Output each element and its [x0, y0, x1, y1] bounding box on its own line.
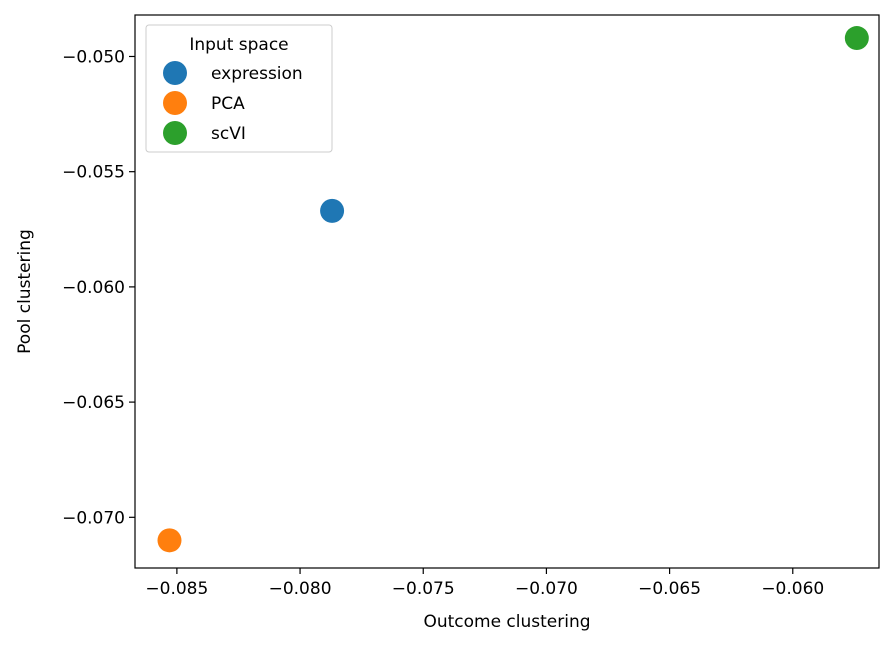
x-tick-label: −0.060: [761, 579, 824, 599]
legend-label-scvi: scVI: [211, 124, 246, 144]
x-axis-ticks: −0.085 −0.080 −0.075 −0.070 −0.065 −0.060: [145, 568, 824, 599]
legend-marker-expression: [163, 61, 187, 85]
x-tick-label: −0.075: [392, 579, 455, 599]
y-axis-label: Pool clustering: [15, 229, 35, 354]
legend-label-pca: PCA: [211, 94, 245, 114]
legend: Input space expression PCA scVI: [145, 24, 333, 153]
x-tick-label: −0.080: [269, 579, 332, 599]
data-points: [157, 26, 869, 553]
y-tick-label: −0.070: [62, 508, 125, 528]
x-tick-label: −0.070: [515, 579, 578, 599]
plot-frame: [134, 14, 880, 569]
legend-frame: [145, 24, 333, 153]
legend-marker-pca: [163, 91, 187, 115]
y-tick-label: −0.060: [62, 278, 125, 298]
y-tick-label: −0.055: [62, 163, 125, 183]
x-axis-label: Outcome clustering: [423, 612, 590, 632]
legend-marker-scvi: [163, 121, 187, 145]
point-expression: [320, 198, 345, 223]
x-tick-label: −0.085: [145, 579, 208, 599]
point-pca: [157, 528, 182, 553]
y-tick-label: −0.050: [62, 47, 125, 67]
point-scvi: [844, 26, 869, 51]
legend-label-expression: expression: [211, 64, 303, 84]
y-tick-label: −0.065: [62, 393, 125, 413]
legend-title: Input space: [189, 35, 288, 55]
y-axis-ticks: −0.050 −0.055 −0.060 −0.065 −0.070: [62, 47, 135, 528]
x-tick-label: −0.065: [638, 579, 701, 599]
